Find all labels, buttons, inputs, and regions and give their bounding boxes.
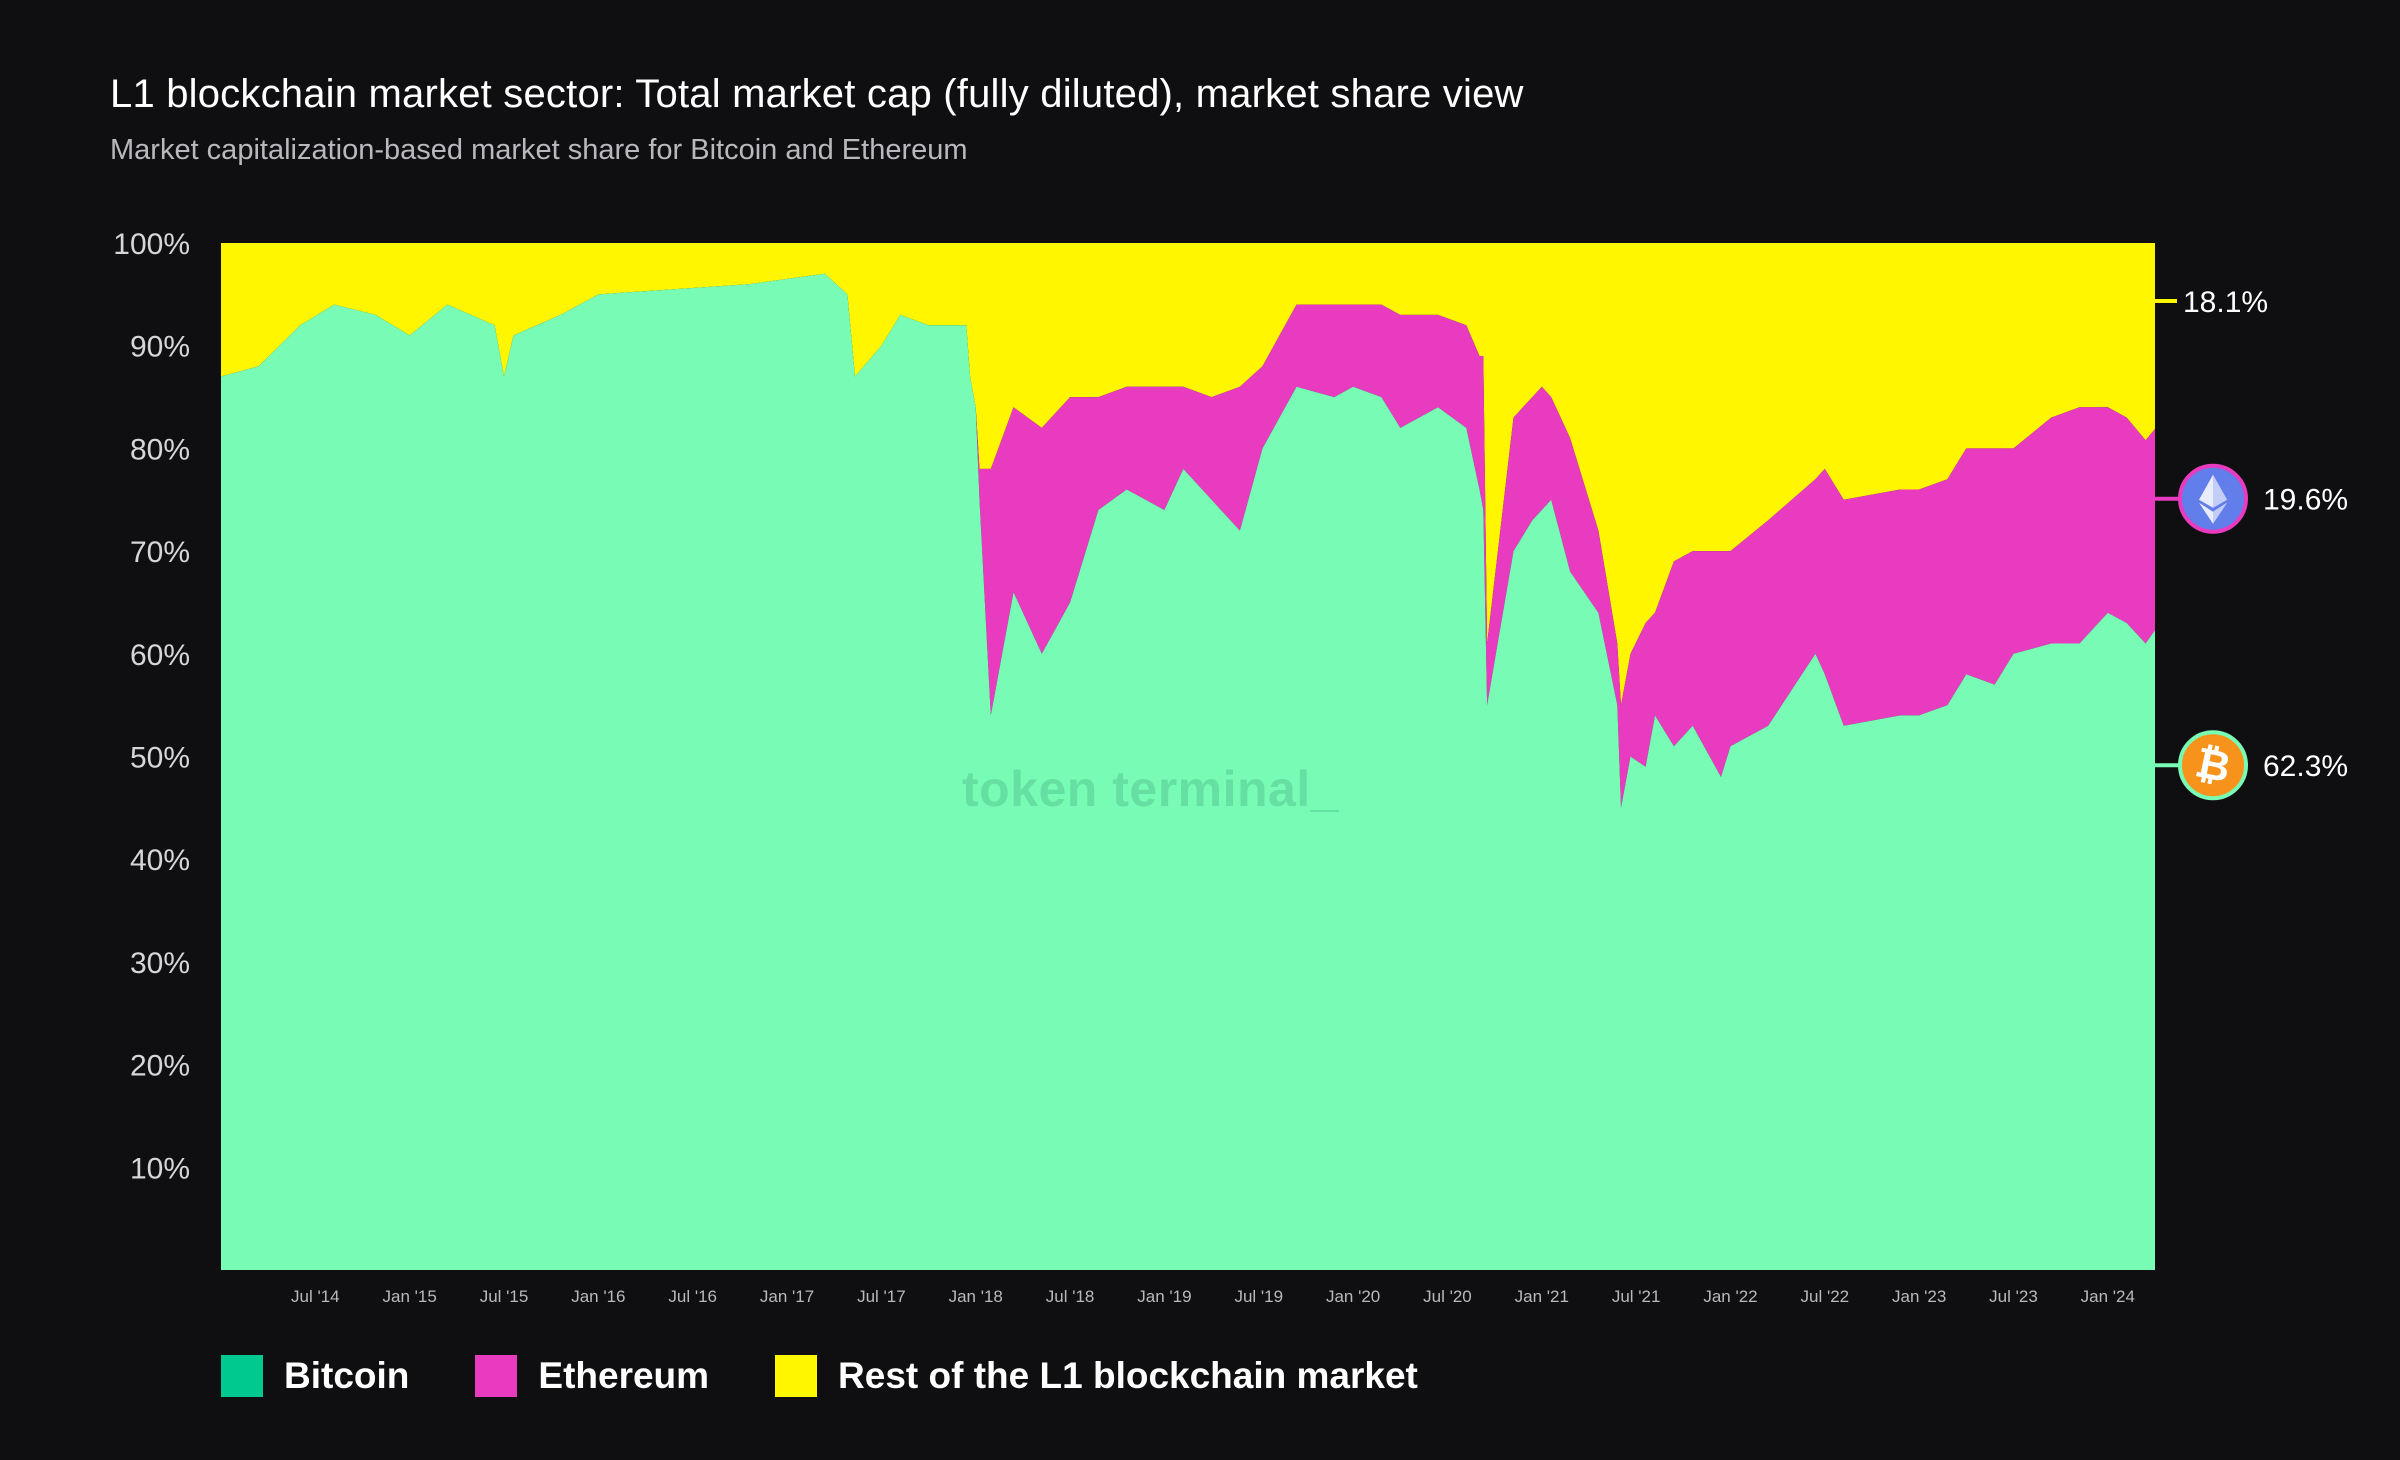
end-labels: 18.1% 19.6% ₿ 62.3% [2155, 286, 2348, 801]
legend-label-rest: Rest of the L1 blockchain market [838, 1355, 1418, 1396]
legend: Bitcoin Ethereum Rest of the L1 blockcha… [221, 1355, 1484, 1397]
y-tick-label: 30% [130, 947, 190, 980]
y-tick-label: 50% [130, 742, 190, 775]
y-tick-label: 40% [130, 844, 190, 877]
x-tick-label: Jan '22 [1703, 1287, 1757, 1306]
end-value-rest: 18.1% [2183, 286, 2268, 319]
legend-item-rest[interactable]: Rest of the L1 blockchain market [775, 1355, 1418, 1397]
x-tick-label: Jul '22 [1801, 1287, 1850, 1306]
chart-subtitle: Market capitalization-based market share… [110, 134, 968, 166]
x-tick-label: Jan '20 [1326, 1287, 1380, 1306]
end-value-bitcoin: 62.3% [2263, 750, 2348, 783]
x-tick-label: Jan '15 [383, 1287, 437, 1306]
y-tick-label: 100% [113, 228, 190, 261]
y-axis: 100% 90% 80% 70% 60% 50% 40% 30% 20% 10% [113, 228, 190, 1185]
area-layer [221, 243, 2155, 1270]
x-tick-label: Jan '24 [2081, 1287, 2135, 1306]
area-bitcoin [221, 273, 2155, 1270]
x-tick-label: Jan '19 [1137, 1287, 1191, 1306]
x-tick-label: Jul '20 [1423, 1287, 1472, 1306]
x-tick-label: Jan '21 [1515, 1287, 1569, 1306]
x-tick-label: Jan '23 [1892, 1287, 1946, 1306]
y-tick-label: 70% [130, 536, 190, 569]
legend-label-ethereum: Ethereum [538, 1355, 710, 1396]
legend-swatch-ethereum [475, 1355, 518, 1397]
y-tick-label: 60% [130, 639, 190, 672]
y-tick-label: 80% [130, 433, 190, 466]
x-tick-label: Jan '17 [760, 1287, 814, 1306]
bitcoin-icon: ₿ [2178, 730, 2248, 801]
y-tick-label: 10% [130, 1152, 190, 1185]
x-tick-label: Jul '18 [1046, 1287, 1095, 1306]
legend-swatch-rest [775, 1355, 818, 1397]
x-tick-label: Jul '16 [668, 1287, 717, 1306]
x-axis: Jul '14 Jan '15 Jul '15 Jan '16 Jul '16 Jan '… [291, 1287, 2135, 1306]
x-tick-label: Jan '18 [949, 1287, 1003, 1306]
x-tick-label: Jul '19 [1234, 1287, 1283, 1306]
x-tick-label: Jul '21 [1612, 1287, 1661, 1306]
y-tick-label: 90% [130, 331, 190, 364]
ethereum-icon [2178, 463, 2248, 534]
x-tick-label: Jul '23 [1989, 1287, 2038, 1306]
legend-label-bitcoin: Bitcoin [284, 1355, 410, 1396]
x-tick-label: Jan '16 [571, 1287, 625, 1306]
area-ethereum [221, 273, 2155, 808]
legend-swatch-bitcoin [221, 1355, 263, 1397]
area-rest [221, 243, 2155, 706]
end-value-ethereum: 19.6% [2263, 484, 2348, 517]
legend-item-ethereum[interactable]: Ethereum [475, 1355, 709, 1397]
x-tick-label: Jul '14 [291, 1287, 340, 1306]
x-tick-label: Jul '17 [857, 1287, 906, 1306]
legend-item-bitcoin[interactable]: Bitcoin [221, 1355, 409, 1397]
watermark: token terminal_ [962, 761, 1340, 817]
chart-title: L1 blockchain market sector: Total marke… [110, 72, 1524, 116]
x-tick-label: Jul '15 [480, 1287, 529, 1306]
y-tick-label: 20% [130, 1050, 190, 1083]
